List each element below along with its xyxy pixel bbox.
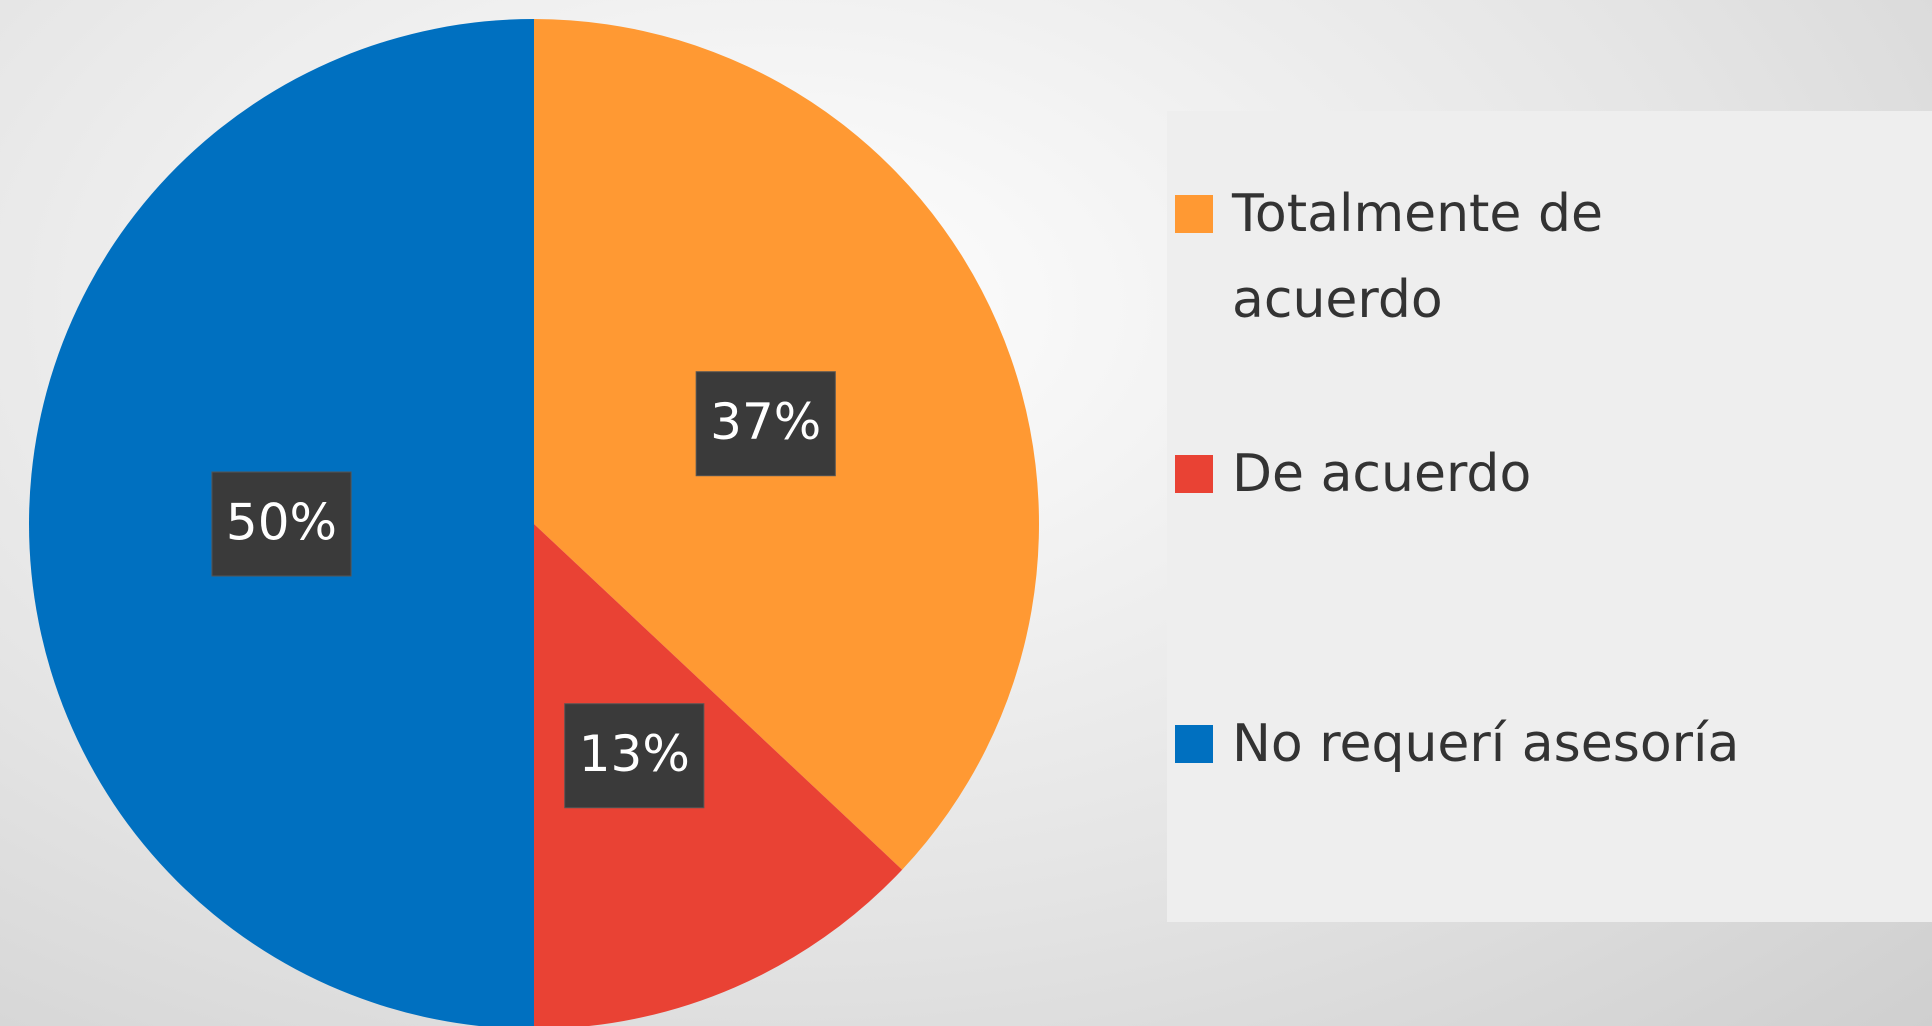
data-label-text: 50% [226, 494, 337, 552]
data-label: 13% [564, 703, 705, 809]
data-label: 37% [695, 371, 836, 477]
legend-item: No requerí asesoría [1175, 701, 1912, 787]
data-label-text: 37% [710, 393, 821, 451]
legend-swatch [1175, 455, 1213, 493]
data-label-box [211, 471, 352, 577]
pie-slice [534, 524, 903, 1026]
legend-label: De acuerdo [1232, 444, 1532, 504]
legend-swatch [1175, 195, 1213, 233]
legend-label: No requerí asesoría [1232, 714, 1740, 774]
legend-swatch [1175, 725, 1213, 763]
legend: Totalmente de acuerdo De acuerdo No requer… [1167, 111, 1932, 922]
data-label-box [695, 371, 836, 477]
data-label-box [564, 703, 705, 809]
legend-label: Totalmente de acuerdo [1232, 184, 1603, 330]
data-label-text: 13% [579, 725, 690, 783]
data-label: 50% [211, 471, 352, 577]
legend-item: De acuerdo [1175, 431, 1912, 517]
legend-item: Totalmente de acuerdo [1175, 171, 1912, 343]
